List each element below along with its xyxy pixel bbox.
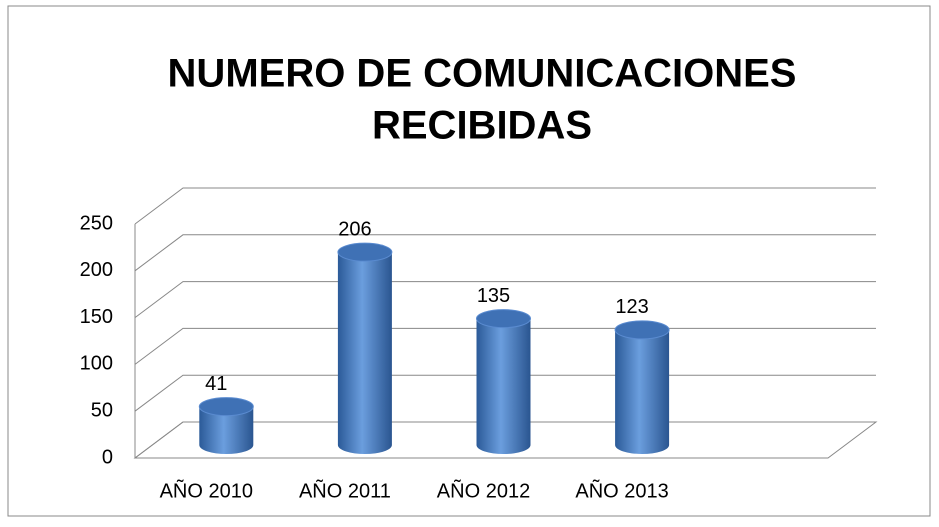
chart-title: RECIBIDAS <box>372 104 592 148</box>
bar-top <box>614 320 670 340</box>
value-label: 206 <box>338 218 371 240</box>
bar <box>476 318 531 455</box>
grid-line <box>134 234 876 272</box>
x-tick-label: AÑO 2011 <box>299 478 391 502</box>
bar <box>337 252 392 455</box>
bar <box>615 329 670 455</box>
grid-line <box>134 281 876 319</box>
y-tick-label: 200 <box>80 259 113 281</box>
grid-line <box>134 187 876 225</box>
value-label: 135 <box>477 285 510 307</box>
y-tick-label: 150 <box>80 306 113 328</box>
y-tick-label: 100 <box>80 353 113 375</box>
chart-title: NUMERO DE COMUNICACIONES <box>168 52 797 96</box>
value-label: 41 <box>205 373 227 395</box>
bar <box>199 406 254 455</box>
y-tick-label: 0 <box>102 446 113 468</box>
x-tick-label: AÑO 2013 <box>575 478 668 502</box>
value-label: 123 <box>615 296 648 318</box>
bar-top <box>476 309 531 329</box>
x-tick-label: AÑO 2012 <box>437 478 530 502</box>
bar-top <box>337 242 393 262</box>
x-tick-label: AÑO 2010 <box>160 478 253 502</box>
y-tick-label: 50 <box>91 399 113 421</box>
chart-border <box>7 5 931 517</box>
y-tick-label: 250 <box>80 212 113 234</box>
bar-top <box>198 397 254 417</box>
